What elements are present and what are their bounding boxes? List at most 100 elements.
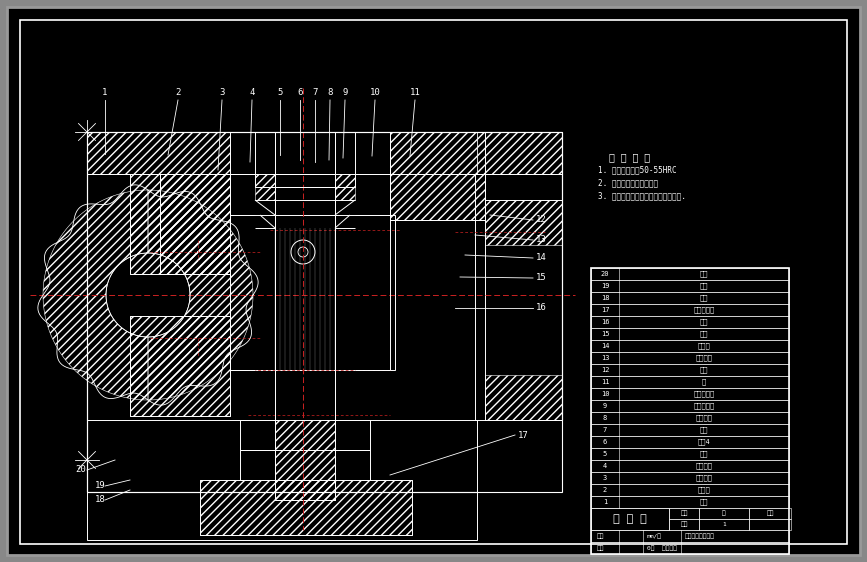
Text: 技 术 要 求: 技 术 要 求 — [610, 152, 650, 162]
Bar — [390, 174, 485, 220]
Bar — [591, 508, 669, 530]
Text: 3: 3 — [603, 475, 607, 481]
Bar — [87, 132, 562, 174]
Text: 19: 19 — [601, 283, 610, 289]
Text: 锁紧卡环: 锁紧卡环 — [695, 463, 713, 469]
Text: 7: 7 — [312, 88, 317, 97]
Text: 弹簧: 弹簧 — [700, 330, 708, 337]
Bar — [390, 132, 477, 174]
Bar — [699, 519, 749, 530]
Bar — [591, 484, 789, 496]
Text: 6: 6 — [603, 439, 607, 445]
Bar — [699, 508, 749, 519]
Text: 7: 7 — [603, 427, 607, 433]
Text: 制图: 制图 — [597, 533, 604, 539]
Bar — [130, 316, 230, 416]
Bar — [591, 328, 789, 340]
Text: 17: 17 — [601, 307, 610, 313]
Bar — [591, 448, 789, 460]
Bar — [669, 519, 699, 530]
Text: 4: 4 — [250, 88, 255, 97]
Text: 12: 12 — [536, 215, 547, 224]
Text: 拨叉轴轴: 拨叉轴轴 — [695, 355, 713, 361]
Bar — [130, 174, 230, 274]
Text: 0级  机电工程: 0级 机电工程 — [647, 545, 677, 551]
Text: 1: 1 — [722, 522, 726, 527]
Text: 轴承: 轴承 — [700, 451, 708, 457]
Text: 9: 9 — [342, 88, 348, 97]
Bar — [255, 174, 275, 200]
Text: 1: 1 — [102, 88, 108, 97]
Text: 轴承: 轴承 — [700, 498, 708, 505]
Text: 3: 3 — [219, 88, 225, 97]
Bar — [87, 420, 477, 540]
Text: 皮带轮: 皮带轮 — [698, 487, 710, 493]
Bar — [87, 132, 562, 492]
Text: 20: 20 — [75, 465, 86, 474]
Bar — [240, 420, 370, 450]
Text: 18: 18 — [95, 496, 106, 505]
Bar — [475, 174, 562, 420]
Text: 19: 19 — [95, 482, 106, 491]
Text: 锁紧卡环: 锁紧卡环 — [695, 415, 713, 422]
Text: 12: 12 — [601, 367, 610, 373]
Bar — [390, 132, 485, 220]
Bar — [200, 480, 412, 535]
Bar — [591, 496, 789, 508]
Bar — [275, 420, 335, 500]
Bar — [591, 412, 789, 424]
Bar — [485, 200, 562, 420]
Text: 1: 1 — [603, 499, 607, 505]
Bar — [591, 292, 789, 304]
Text: 9: 9 — [603, 403, 607, 409]
Text: 3. 锁环锥面开若干细槽，以增大摩擦.: 3. 锁环锥面开若干细槽，以增大摩擦. — [598, 191, 686, 200]
Bar — [335, 174, 355, 200]
Bar — [591, 388, 789, 400]
Text: 版本: 版本 — [681, 522, 688, 527]
Text: 16: 16 — [536, 303, 547, 312]
Text: 基座: 基座 — [700, 427, 708, 433]
Bar — [591, 304, 789, 316]
Text: 15: 15 — [536, 274, 547, 283]
Bar — [591, 352, 789, 364]
Text: 6: 6 — [297, 88, 303, 97]
Text: 13: 13 — [601, 355, 610, 361]
Bar — [591, 280, 789, 292]
Text: 三联齿轮组: 三联齿轮组 — [694, 403, 714, 409]
Text: 5: 5 — [603, 451, 607, 457]
Bar — [591, 268, 789, 554]
Text: 4: 4 — [603, 463, 607, 469]
Text: 卡环: 卡环 — [700, 294, 708, 301]
Bar — [160, 174, 230, 274]
Bar — [240, 450, 370, 480]
Bar — [477, 132, 562, 174]
Bar — [485, 200, 562, 245]
Bar — [591, 268, 789, 280]
Text: 审校: 审校 — [597, 545, 604, 551]
Text: 17: 17 — [518, 430, 529, 439]
Bar — [160, 174, 230, 274]
Bar — [591, 340, 789, 352]
Bar — [591, 530, 789, 542]
Text: 8: 8 — [328, 88, 333, 97]
Bar — [255, 132, 355, 187]
Bar — [749, 519, 791, 530]
Text: 5: 5 — [277, 88, 283, 97]
Text: 卡环: 卡环 — [700, 366, 708, 373]
Bar — [230, 215, 395, 370]
Bar — [591, 400, 789, 412]
Text: 同 步 器: 同 步 器 — [613, 514, 647, 524]
Text: 2: 2 — [603, 487, 607, 493]
Text: 1. 齿部高频淬火50-55HRC: 1. 齿部高频淬火50-55HRC — [598, 165, 676, 174]
Text: 垫子: 垫子 — [700, 319, 708, 325]
Text: 紧固螺: 紧固螺 — [698, 343, 710, 350]
Text: 螺母: 螺母 — [700, 271, 708, 277]
Text: 10: 10 — [601, 391, 610, 397]
Text: 图号: 图号 — [766, 511, 773, 516]
Text: mm/年: mm/年 — [647, 533, 662, 539]
Bar — [275, 132, 335, 500]
Bar — [591, 364, 789, 376]
Bar — [669, 508, 699, 519]
Bar — [87, 132, 230, 174]
Bar — [591, 472, 789, 484]
